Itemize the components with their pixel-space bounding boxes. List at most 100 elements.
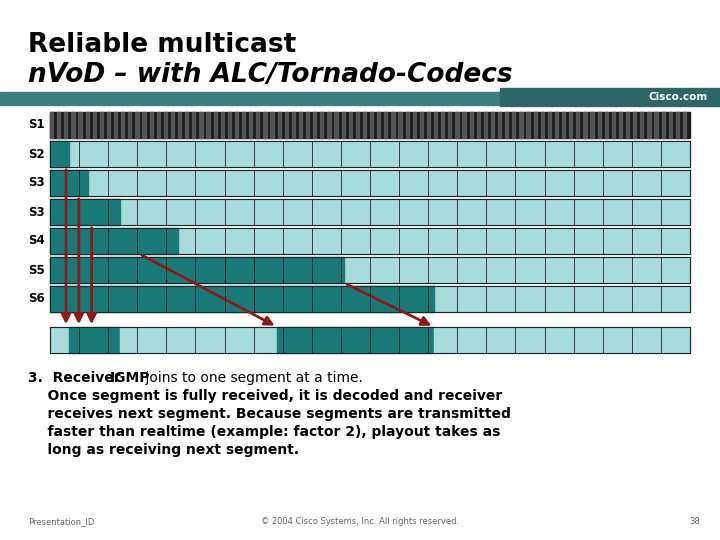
Bar bbox=[398, 112, 402, 138]
Bar bbox=[93, 112, 96, 138]
Bar bbox=[228, 112, 231, 138]
Bar bbox=[462, 112, 466, 138]
Bar bbox=[277, 112, 281, 138]
Bar bbox=[455, 112, 459, 138]
Text: S3: S3 bbox=[28, 206, 45, 219]
Bar bbox=[500, 88, 720, 106]
Bar bbox=[171, 112, 174, 138]
Text: S6: S6 bbox=[28, 293, 45, 306]
Bar bbox=[150, 112, 153, 138]
Bar bbox=[185, 112, 189, 138]
Bar bbox=[633, 112, 636, 138]
Bar bbox=[214, 112, 217, 138]
Bar bbox=[50, 228, 690, 254]
Bar bbox=[135, 112, 138, 138]
Bar bbox=[50, 286, 434, 312]
Bar bbox=[534, 112, 536, 138]
Text: 3.  Receiver: 3. Receiver bbox=[28, 371, 125, 385]
Text: Once segment is fully received, it is decoded and receiver: Once segment is fully received, it is de… bbox=[28, 389, 503, 403]
Text: S4: S4 bbox=[28, 234, 45, 247]
Bar bbox=[434, 327, 690, 353]
Bar bbox=[220, 112, 224, 138]
Text: © 2004 Cisco Systems, Inc. All rights reserved.: © 2004 Cisco Systems, Inc. All rights re… bbox=[261, 517, 459, 526]
Bar bbox=[363, 112, 366, 138]
Bar bbox=[328, 112, 330, 138]
Bar bbox=[50, 286, 690, 312]
Bar bbox=[0, 92, 520, 105]
Bar bbox=[654, 112, 657, 138]
Text: Presentation_ID: Presentation_ID bbox=[28, 517, 94, 526]
Bar bbox=[491, 112, 494, 138]
Bar bbox=[163, 112, 167, 138]
Bar bbox=[50, 112, 53, 138]
Bar bbox=[370, 112, 373, 138]
Bar bbox=[86, 112, 89, 138]
Bar bbox=[469, 112, 473, 138]
Bar bbox=[107, 112, 110, 138]
Bar bbox=[348, 112, 352, 138]
Bar bbox=[192, 112, 195, 138]
Bar bbox=[207, 112, 210, 138]
Bar bbox=[341, 112, 345, 138]
Text: S2: S2 bbox=[28, 147, 45, 160]
Bar bbox=[441, 112, 444, 138]
Text: S5: S5 bbox=[28, 264, 45, 276]
Text: Cisco.com: Cisco.com bbox=[649, 92, 708, 102]
Bar bbox=[57, 112, 60, 138]
Bar bbox=[683, 112, 686, 138]
Bar bbox=[71, 112, 75, 138]
Bar bbox=[128, 112, 132, 138]
Text: faster than realtime (example: factor 2), playout takes as: faster than realtime (example: factor 2)… bbox=[28, 425, 500, 439]
Bar bbox=[583, 112, 587, 138]
Bar bbox=[676, 112, 679, 138]
Bar bbox=[612, 112, 615, 138]
Text: joins to one segment at a time.: joins to one segment at a time. bbox=[141, 371, 363, 385]
Bar bbox=[377, 112, 380, 138]
Bar bbox=[50, 257, 344, 283]
Bar bbox=[562, 112, 565, 138]
Bar bbox=[640, 112, 644, 138]
Bar bbox=[405, 112, 409, 138]
Text: 38: 38 bbox=[689, 517, 700, 526]
Bar bbox=[548, 112, 551, 138]
Bar bbox=[576, 112, 580, 138]
Bar bbox=[249, 112, 252, 138]
Bar bbox=[78, 112, 81, 138]
Bar bbox=[306, 112, 309, 138]
Bar bbox=[449, 112, 451, 138]
Bar bbox=[299, 112, 302, 138]
Bar bbox=[50, 228, 178, 254]
Bar bbox=[235, 112, 238, 138]
Bar bbox=[498, 112, 501, 138]
Bar bbox=[64, 112, 68, 138]
Bar bbox=[256, 112, 259, 138]
Bar bbox=[413, 112, 416, 138]
Text: nVoD – with ALC/Tornado-Codecs: nVoD – with ALC/Tornado-Codecs bbox=[28, 62, 513, 88]
Bar bbox=[590, 112, 594, 138]
Bar bbox=[50, 112, 690, 138]
Text: S1: S1 bbox=[28, 118, 45, 132]
Bar bbox=[271, 112, 274, 138]
Bar bbox=[320, 112, 323, 138]
Bar bbox=[50, 170, 690, 196]
Bar bbox=[427, 112, 430, 138]
Bar bbox=[121, 112, 125, 138]
Bar bbox=[100, 112, 103, 138]
Bar bbox=[477, 112, 480, 138]
Bar bbox=[277, 327, 434, 353]
Bar bbox=[199, 112, 202, 138]
Bar bbox=[356, 112, 359, 138]
Bar bbox=[264, 112, 266, 138]
Text: receives next segment. Because segments are transmitted: receives next segment. Because segments … bbox=[28, 407, 511, 421]
Bar bbox=[69, 327, 120, 353]
Bar bbox=[647, 112, 651, 138]
Bar bbox=[50, 170, 89, 196]
Bar bbox=[505, 112, 508, 138]
Bar bbox=[605, 112, 608, 138]
Bar bbox=[669, 112, 672, 138]
Bar bbox=[50, 327, 69, 353]
Bar bbox=[392, 112, 395, 138]
Bar bbox=[50, 257, 690, 283]
Bar bbox=[662, 112, 665, 138]
Text: S3: S3 bbox=[28, 177, 45, 190]
